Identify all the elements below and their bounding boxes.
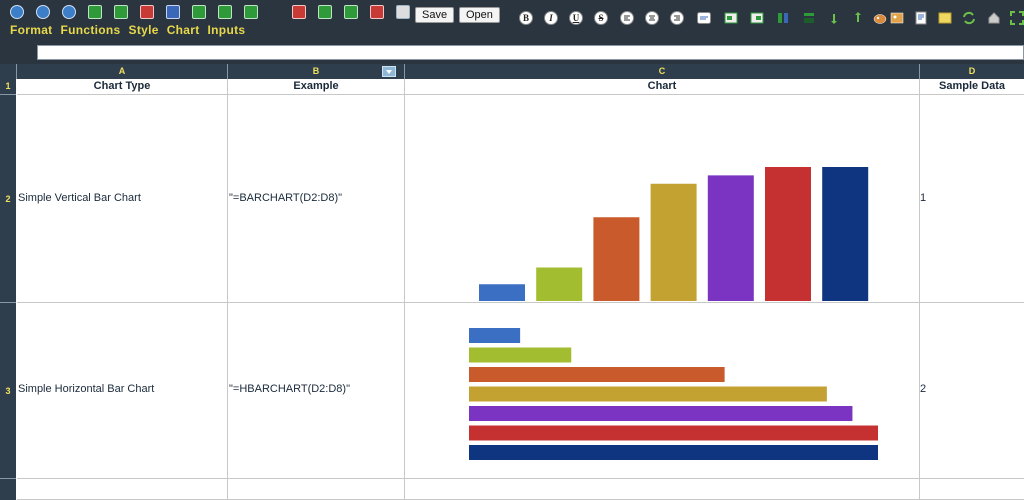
cell-b3[interactable]: "=HBARCHART(D2:D8)" <box>228 303 405 479</box>
row-header-4[interactable] <box>0 479 16 500</box>
menu-functions[interactable]: Functions <box>60 23 121 37</box>
hbar-4 <box>469 386 827 402</box>
column-header-b-label: B <box>312 66 320 76</box>
hbar-5 <box>469 406 853 421</box>
vbar-5 <box>707 175 754 301</box>
hbar-3 <box>469 367 725 382</box>
formula-bar-input[interactable] <box>37 45 1024 60</box>
vbar-1 <box>479 284 525 301</box>
vbar-6 <box>765 167 811 301</box>
menu-inputs[interactable]: Inputs <box>207 23 246 37</box>
clear-icon[interactable] <box>292 5 306 19</box>
vbar-7 <box>822 167 869 301</box>
cell-a3[interactable]: Simple Horizontal Bar Chart <box>17 303 228 479</box>
cell-b1[interactable]: Example <box>228 79 405 95</box>
cell-a2[interactable]: Simple Vertical Bar Chart <box>17 95 228 303</box>
redo-icon[interactable] <box>62 5 76 19</box>
document-icon[interactable] <box>914 11 928 25</box>
new-file-icon[interactable] <box>10 5 24 19</box>
sort-icon[interactable] <box>218 5 232 19</box>
menu-style[interactable]: Style <box>128 23 159 37</box>
cell-c4[interactable] <box>405 479 920 500</box>
vbar-3 <box>593 217 640 301</box>
merge-icon[interactable] <box>318 5 332 19</box>
insert-column-icon[interactable] <box>114 5 128 19</box>
column-header-c[interactable]: C <box>405 64 920 79</box>
cell-a1[interactable]: Chart Type <box>17 79 228 95</box>
split-icon[interactable] <box>344 5 358 19</box>
print-icon[interactable] <box>396 5 410 19</box>
column-header-d[interactable]: D <box>920 64 1024 79</box>
cell-d3[interactable]: 2 <box>920 303 1024 479</box>
edit-icon[interactable] <box>370 5 384 19</box>
hbar-7 <box>469 445 878 460</box>
cell-d2[interactable]: 1 <box>920 95 1024 303</box>
hbar-2 <box>469 347 572 363</box>
chart-icon[interactable] <box>873 11 887 25</box>
add-sheet-icon[interactable] <box>192 5 206 19</box>
cell-b3-text: "=HBARCHART(D2:D8)" <box>229 383 350 395</box>
save-button[interactable]: Save <box>415 7 455 23</box>
undo-icon[interactable] <box>36 5 50 19</box>
home-icon[interactable] <box>987 11 1001 25</box>
filter-dropdown-icon[interactable] <box>382 66 396 77</box>
cell-a4[interactable] <box>17 479 228 500</box>
bold-button[interactable]: B <box>519 11 533 25</box>
hbar-6 <box>469 425 878 441</box>
image-icon[interactable] <box>890 11 904 25</box>
cell-d4[interactable] <box>920 479 1024 500</box>
row-header-3[interactable]: 3 <box>0 303 16 479</box>
align-right-icon[interactable] <box>670 11 684 25</box>
vertical-bar-chart <box>479 167 869 301</box>
cell-b2-text: "=BARCHART(D2:D8)" <box>229 192 343 204</box>
vbar-4 <box>650 183 697 301</box>
open-button[interactable]: Open <box>459 7 500 23</box>
column-width-icon[interactable] <box>776 11 790 25</box>
refresh-icon[interactable] <box>962 11 976 25</box>
cell-c2[interactable] <box>405 95 920 303</box>
cell-c1[interactable]: Chart <box>405 79 920 95</box>
delete-row-icon[interactable] <box>140 5 154 19</box>
cell-d2-text: 1 <box>920 192 927 204</box>
menu-bar: Format Functions Style Chart Inputs <box>10 23 245 37</box>
menu-format[interactable]: Format <box>10 23 53 37</box>
underline-button[interactable]: U <box>569 11 583 25</box>
cell-format-icon[interactable] <box>697 11 711 25</box>
border-icon[interactable] <box>724 11 738 25</box>
cell-d1[interactable]: Sample Data <box>920 79 1024 95</box>
menu-chart[interactable]: Chart <box>166 23 200 37</box>
corner-cell[interactable] <box>0 64 17 79</box>
spreadsheet-grid: A B C D 1 2 3 Chart Type Example Chart S… <box>0 64 1024 500</box>
strikethrough-button[interactable]: S <box>594 11 608 25</box>
comment-icon[interactable] <box>938 11 952 25</box>
cell-c3[interactable] <box>405 303 920 479</box>
sort-descending-icon[interactable] <box>827 11 841 25</box>
expand-icon[interactable] <box>1010 11 1024 25</box>
cell-b2[interactable]: "=BARCHART(D2:D8)" <box>228 95 405 303</box>
horizontal-bar-chart <box>469 328 878 460</box>
align-left-icon[interactable] <box>620 11 634 25</box>
insert-row-icon[interactable] <box>88 5 102 19</box>
table-icon[interactable] <box>166 5 180 19</box>
toolbar: Save Open B I U S <box>0 0 1024 64</box>
row-header-1[interactable]: 1 <box>0 79 16 95</box>
row-height-icon[interactable] <box>802 11 816 25</box>
italic-button[interactable]: I <box>544 11 558 25</box>
cell-d3-text: 2 <box>920 383 927 395</box>
row-header-2[interactable]: 2 <box>0 95 16 303</box>
fill-color-icon[interactable] <box>750 11 764 25</box>
hbar-1 <box>469 328 521 343</box>
freeze-icon[interactable] <box>244 5 258 19</box>
column-header-a[interactable]: A <box>17 64 228 79</box>
column-header-b[interactable]: B <box>228 64 405 79</box>
cell-a3-text: Simple Horizontal Bar Chart <box>18 383 155 395</box>
cell-a2-text: Simple Vertical Bar Chart <box>18 192 141 204</box>
vbar-2 <box>536 267 583 301</box>
cell-b4[interactable] <box>228 479 405 500</box>
sort-ascending-icon[interactable] <box>851 11 865 25</box>
align-center-icon[interactable] <box>645 11 659 25</box>
